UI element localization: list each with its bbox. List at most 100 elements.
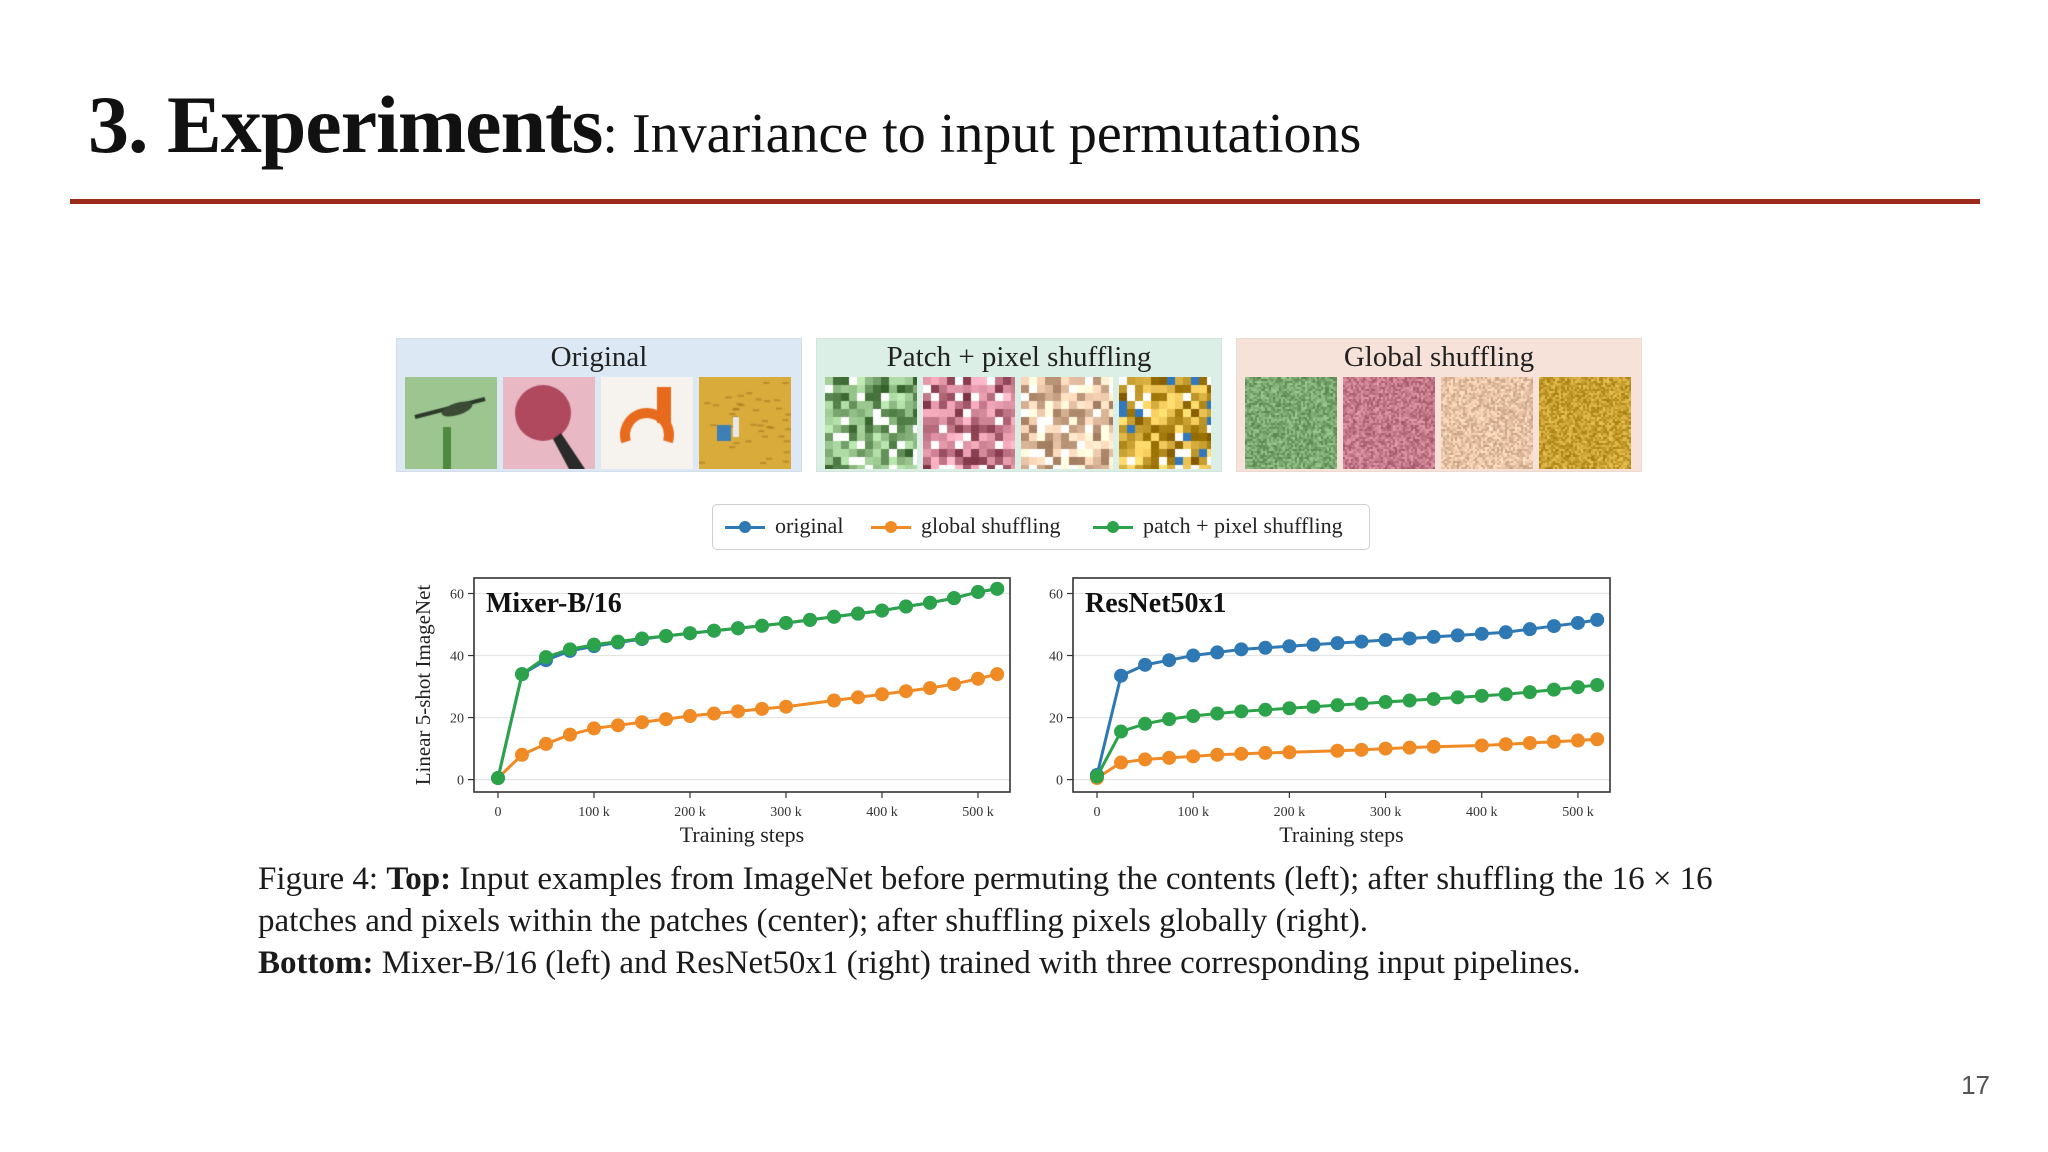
data-point-resnet-global-shuffling — [1138, 752, 1153, 767]
data-point-resnet-patch-pixel-shuffling — [1162, 712, 1177, 727]
title-divider — [70, 199, 1980, 204]
x-tick-label-resnet: 0 — [1094, 805, 1101, 820]
data-point-resnet-global-shuffling — [1210, 747, 1225, 762]
y-tick-label-resnet: 0 — [1056, 774, 1063, 789]
data-point-resnet-original — [1306, 637, 1321, 652]
data-point-mixer-patch-pixel-shuffling — [707, 623, 721, 638]
plot-frame-mixer — [473, 577, 1011, 793]
data-point-resnet-original — [1138, 657, 1153, 672]
data-point-mixer-global-shuffling — [827, 693, 841, 708]
x-tick-label-resnet: 300 k — [1370, 805, 1402, 820]
slide-title-subtitle: : Invariance to input permutations — [602, 103, 1362, 165]
data-point-mixer-global-shuffling — [635, 715, 649, 730]
x-tick-label-mixer: 300 k — [770, 805, 802, 820]
data-point-resnet-original — [1114, 668, 1129, 683]
data-point-mixer-global-shuffling — [990, 667, 1005, 682]
data-point-resnet-original — [1330, 636, 1345, 651]
panel-patch: Patch + pixel shuffling — [816, 338, 1222, 472]
data-point-resnet-original — [1570, 615, 1585, 630]
chart-title-resnet: ResNet50x1 — [1085, 588, 1227, 619]
example-image-patch-4 — [1119, 377, 1211, 469]
data-point-resnet-patch-pixel-shuffling — [1258, 702, 1273, 717]
data-point-mixer-patch-pixel-shuffling — [659, 628, 673, 643]
panel-original: Original — [396, 338, 802, 472]
data-point-resnet-patch-pixel-shuffling — [1354, 696, 1369, 711]
example-image-patch-2 — [923, 377, 1015, 469]
chart-title-mixer: Mixer-B/16 — [486, 588, 622, 619]
data-point-resnet-global-shuffling — [1258, 745, 1273, 760]
x-tick-label-resnet: 500 k — [1562, 805, 1594, 820]
example-image-original-4 — [699, 377, 791, 469]
data-point-resnet-patch-pixel-shuffling — [1114, 724, 1129, 739]
data-point-mixer-patch-pixel-shuffling — [539, 650, 553, 665]
data-point-mixer-global-shuffling — [659, 712, 673, 727]
data-point-resnet-patch-pixel-shuffling — [1186, 709, 1201, 724]
data-point-resnet-patch-pixel-shuffling — [1234, 704, 1249, 719]
data-point-resnet-global-shuffling — [1234, 746, 1249, 761]
data-point-mixer-patch-pixel-shuffling — [899, 599, 913, 614]
data-point-resnet-global-shuffling — [1522, 735, 1537, 750]
data-point-mixer-patch-pixel-shuffling — [491, 771, 505, 786]
data-point-mixer-patch-pixel-shuffling — [587, 637, 601, 652]
y-tick-label-mixer: 0 — [457, 774, 464, 789]
data-point-resnet-global-shuffling — [1402, 740, 1417, 755]
data-point-mixer-patch-pixel-shuffling — [990, 581, 1005, 596]
data-point-resnet-global-shuffling — [1546, 734, 1561, 749]
data-point-mixer-patch-pixel-shuffling — [851, 606, 865, 621]
data-point-resnet-patch-pixel-shuffling — [1378, 695, 1393, 710]
data-point-resnet-patch-pixel-shuffling — [1282, 701, 1297, 716]
data-point-resnet-patch-pixel-shuffling — [1090, 769, 1104, 784]
x-tick-label-resnet: 400 k — [1466, 805, 1498, 820]
data-point-resnet-original — [1258, 640, 1273, 655]
series-line-resnet-original — [1095, 618, 1598, 776]
data-point-resnet-global-shuffling — [1114, 755, 1129, 770]
data-point-mixer-patch-pixel-shuffling — [731, 621, 745, 636]
data-point-resnet-global-shuffling — [1498, 737, 1513, 752]
x-tick-label-mixer: 200 k — [674, 805, 706, 820]
slide-title-bold: 3. Experiments — [88, 79, 603, 170]
data-point-resnet-patch-pixel-shuffling — [1450, 690, 1465, 705]
data-point-mixer-global-shuffling — [947, 677, 961, 692]
example-image-patch-1 — [825, 377, 917, 469]
example-image-patch-3 — [1021, 377, 1113, 469]
data-point-mixer-patch-pixel-shuffling — [875, 603, 889, 618]
data-point-mixer-global-shuffling — [971, 671, 985, 686]
data-point-mixer-patch-pixel-shuffling — [611, 634, 625, 649]
legend-marker-original — [725, 521, 765, 534]
x-tick-label-resnet: 100 k — [1177, 805, 1209, 820]
data-point-resnet-global-shuffling — [1354, 742, 1369, 757]
data-point-mixer-global-shuffling — [611, 718, 625, 733]
page-number: 17 — [1961, 1070, 1990, 1100]
y-tick-label-mixer: 40 — [450, 650, 464, 665]
data-point-resnet-original — [1186, 648, 1201, 663]
legend-marker-patch-pixel-shuffling — [1093, 521, 1133, 534]
x-tick-label-mixer: 500 k — [962, 805, 994, 820]
data-point-resnet-original — [1546, 619, 1561, 634]
x-tick-label-mixer: 0 — [495, 805, 502, 820]
example-image-global-1 — [1245, 377, 1337, 469]
data-point-resnet-global-shuffling — [1330, 743, 1345, 758]
y-tick-label-mixer: 60 — [450, 588, 464, 603]
x-axis-label-mixer: Training steps — [680, 822, 804, 847]
data-point-mixer-patch-pixel-shuffling — [947, 591, 961, 606]
data-point-resnet-global-shuffling — [1474, 738, 1489, 753]
data-point-resnet-global-shuffling — [1590, 732, 1605, 747]
x-axis-label-resnet: Training steps — [1279, 822, 1403, 847]
x-tick-label-resnet: 200 k — [1274, 805, 1306, 820]
data-point-mixer-global-shuffling — [515, 747, 529, 762]
data-point-resnet-original — [1234, 642, 1249, 657]
data-point-mixer-global-shuffling — [755, 701, 769, 716]
data-point-resnet-global-shuffling — [1570, 733, 1585, 748]
data-point-mixer-global-shuffling — [779, 699, 793, 714]
data-point-mixer-patch-pixel-shuffling — [563, 642, 577, 657]
caption-bottom-label: Bottom: — [258, 945, 374, 981]
figure-caption: Figure 4: Top: Input examples from Image… — [258, 858, 1818, 984]
legend-label-original: original — [775, 513, 844, 538]
example-image-global-2 — [1343, 377, 1435, 469]
plot-frame-resnet — [1072, 577, 1611, 793]
data-point-resnet-patch-pixel-shuffling — [1402, 693, 1417, 708]
data-point-mixer-patch-pixel-shuffling — [755, 618, 769, 633]
data-point-mixer-global-shuffling — [707, 706, 721, 721]
data-point-resnet-patch-pixel-shuffling — [1522, 685, 1537, 700]
data-point-mixer-patch-pixel-shuffling — [635, 631, 649, 646]
